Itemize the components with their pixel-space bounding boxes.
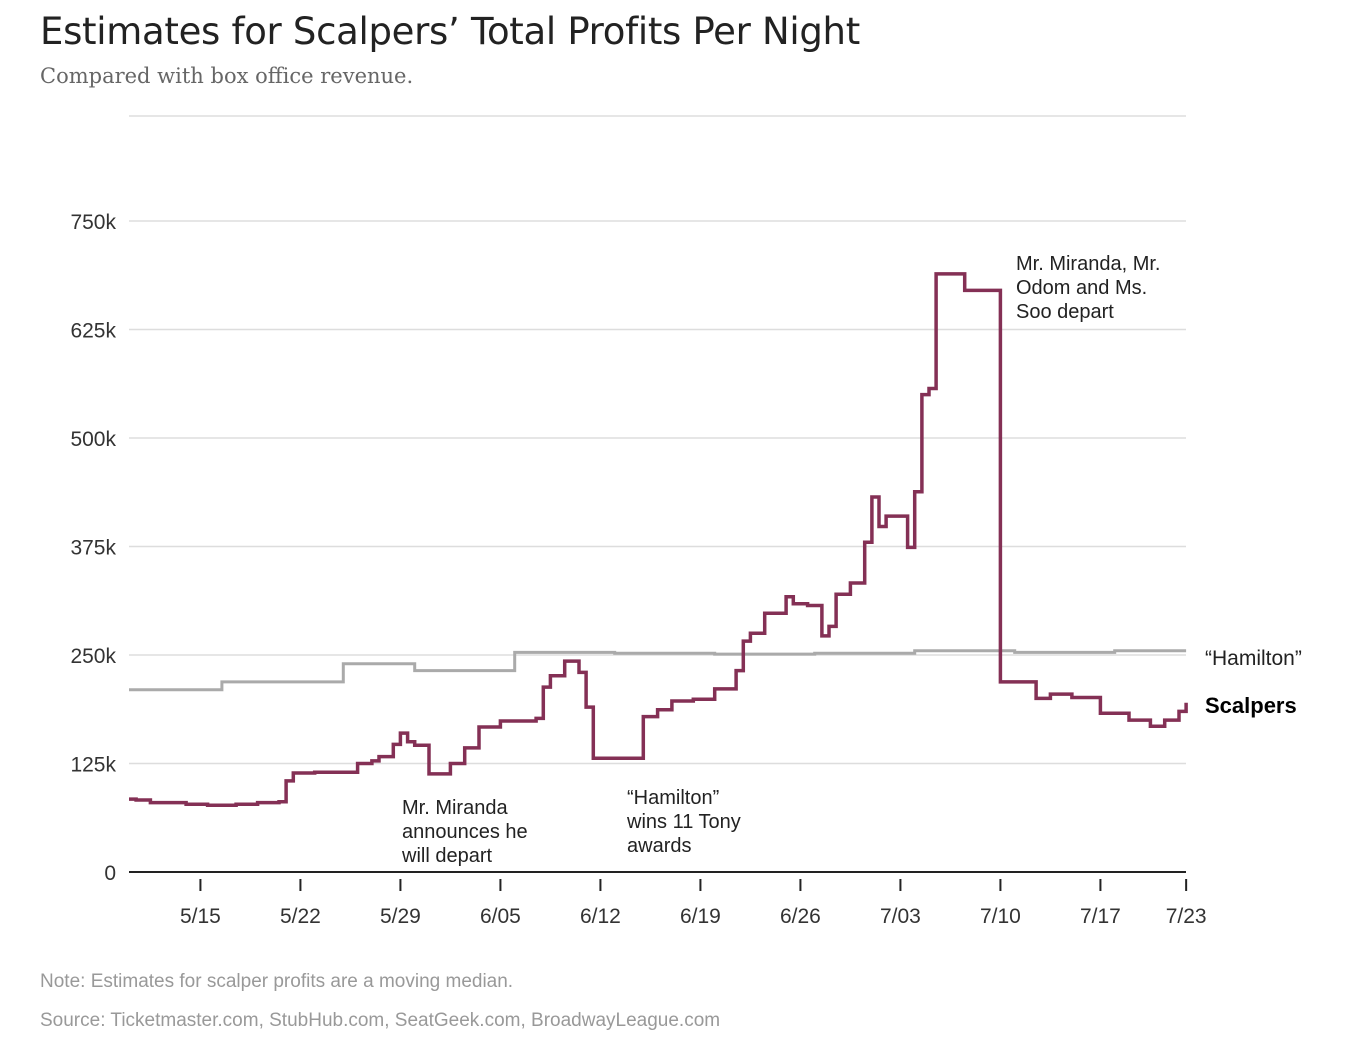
y-tick-label: 375k — [70, 537, 116, 560]
x-tick-label: 6/12 — [580, 905, 621, 928]
chart-subtitle: Compared with box office revenue. — [40, 64, 414, 88]
annotation-text: announces he — [402, 821, 528, 843]
y-tick-label: 125k — [70, 754, 116, 777]
annotation-text: Mr. Miranda, Mr. — [1016, 253, 1160, 275]
annotation-text: Soo depart — [1016, 301, 1114, 323]
series-lines — [129, 272, 1188, 807]
y-tick-label: 625k — [70, 320, 116, 343]
annotation-text: will depart — [401, 845, 492, 867]
annotation-text: Odom and Ms. — [1016, 277, 1147, 299]
chart-source: Source: Ticketmaster.com, StubHub.com, S… — [40, 1010, 721, 1031]
y-tick-label: 250k — [70, 645, 116, 668]
chart-note: Note: Estimates for scalper profits are … — [40, 971, 514, 992]
x-tick-label: 5/15 — [180, 905, 221, 928]
series-line-hamilton — [129, 649, 1187, 692]
y-tick-label: 750k — [70, 211, 116, 234]
x-tick-label: 6/26 — [780, 905, 821, 928]
x-tick-label: 7/03 — [880, 905, 921, 928]
gridlines — [129, 115, 1186, 765]
y-tick-label: 500k — [70, 428, 116, 451]
x-tick-label: 7/23 — [1166, 905, 1207, 928]
x-tick-label: 5/22 — [280, 905, 321, 928]
x-tick-label: 7/17 — [1080, 905, 1121, 928]
series-label-hamilton: “Hamilton” — [1205, 647, 1302, 670]
annotation-text: “Hamilton” — [627, 787, 719, 809]
annotation-text: wins 11 Tony — [626, 811, 741, 833]
x-tick-label: 7/10 — [980, 905, 1021, 928]
x-tick-label: 5/29 — [380, 905, 421, 928]
x-axis: 5/15 5/22 5/29 6/05 6/12 6/19 6/26 7/03 7/10 7/17… — [129, 871, 1207, 928]
series-label-scalpers: Scalpers — [1205, 693, 1297, 718]
y-tick-label: 0 — [104, 862, 116, 885]
series-end-labels: “Hamilton” Scalpers — [1205, 647, 1302, 718]
y-axis-tick-labels: 0 125k 250k 375k 500k 625k 750k — [70, 211, 116, 885]
annotation-text: Mr. Miranda — [402, 797, 508, 819]
series-line-scalpers — [129, 272, 1188, 807]
chart-title: Estimates for Scalpers’ Total Profits Pe… — [40, 10, 860, 53]
x-tick-label: 6/19 — [680, 905, 721, 928]
x-tick-label: 6/05 — [480, 905, 521, 928]
annotation-text: awards — [627, 835, 691, 857]
